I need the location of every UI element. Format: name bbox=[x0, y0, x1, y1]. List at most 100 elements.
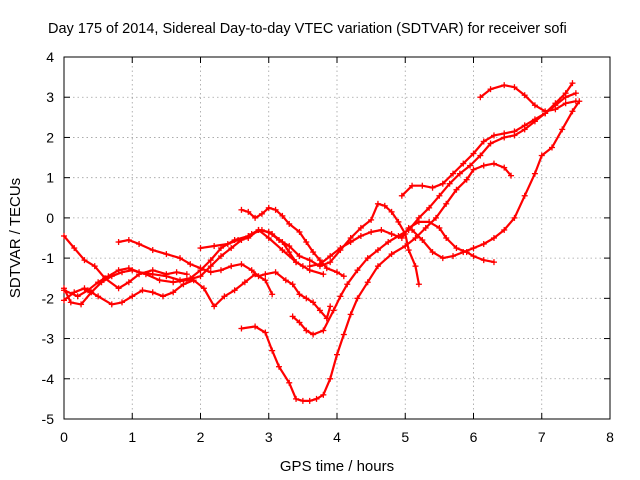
data-point bbox=[443, 200, 450, 207]
data-point bbox=[412, 235, 419, 241]
data-point bbox=[576, 98, 583, 105]
data-point bbox=[388, 230, 395, 237]
x-tick-label: 8 bbox=[606, 429, 614, 445]
data-point bbox=[490, 235, 497, 241]
data-point bbox=[163, 251, 170, 258]
data-point bbox=[258, 210, 265, 217]
data-point bbox=[252, 323, 259, 330]
data-point bbox=[531, 170, 538, 177]
data-point bbox=[183, 271, 190, 278]
data-point bbox=[265, 228, 272, 235]
data-point bbox=[149, 247, 156, 254]
data-point bbox=[572, 90, 579, 97]
data-point bbox=[279, 212, 286, 219]
data-point bbox=[245, 235, 252, 241]
data-point bbox=[245, 208, 252, 215]
data-point bbox=[344, 281, 351, 288]
data-point bbox=[296, 228, 303, 235]
data-point bbox=[460, 249, 467, 256]
data-point bbox=[272, 206, 279, 213]
data-point bbox=[463, 176, 470, 183]
data-point bbox=[71, 245, 78, 252]
y-tick-label: 2 bbox=[46, 129, 54, 145]
data-point bbox=[289, 281, 296, 288]
data-point bbox=[487, 140, 494, 147]
data-point bbox=[450, 170, 457, 177]
data-point bbox=[286, 249, 293, 256]
data-point bbox=[306, 397, 313, 404]
data-point bbox=[306, 263, 313, 270]
data-point bbox=[470, 150, 477, 157]
data-point bbox=[228, 263, 235, 270]
data-point bbox=[521, 192, 528, 199]
data-point bbox=[337, 245, 344, 252]
data-point bbox=[521, 92, 528, 99]
data-point bbox=[409, 182, 416, 189]
data-point bbox=[501, 130, 508, 137]
data-point bbox=[262, 277, 269, 284]
data-point bbox=[368, 216, 375, 223]
series-line bbox=[62, 228, 325, 298]
data-point bbox=[501, 82, 508, 89]
data-point bbox=[279, 247, 286, 254]
data-point bbox=[508, 172, 515, 179]
data-point bbox=[415, 281, 422, 288]
data-point bbox=[303, 295, 310, 302]
data-point bbox=[364, 255, 371, 262]
data-point bbox=[262, 271, 269, 278]
y-axis-label: SDTVAR / TECUs bbox=[7, 178, 24, 298]
data-point bbox=[293, 395, 300, 402]
y-tick-label: -3 bbox=[42, 331, 55, 347]
data-point bbox=[197, 273, 204, 280]
data-point bbox=[470, 245, 477, 252]
data-point bbox=[286, 379, 293, 386]
data-point bbox=[569, 108, 576, 115]
data-point bbox=[327, 253, 334, 260]
data-point bbox=[354, 267, 361, 274]
data-point bbox=[422, 224, 429, 231]
data-point bbox=[262, 329, 269, 336]
data-point bbox=[255, 226, 262, 233]
data-point bbox=[320, 271, 327, 278]
x-tick-label: 1 bbox=[128, 429, 136, 445]
series-sat-12 bbox=[477, 82, 579, 115]
data-point bbox=[340, 273, 347, 280]
data-point bbox=[453, 245, 460, 252]
series-sat-13 bbox=[409, 98, 583, 262]
data-point bbox=[405, 224, 412, 231]
y-tick-label: -2 bbox=[42, 290, 55, 306]
series-sat-7 bbox=[238, 204, 347, 280]
data-point bbox=[429, 184, 436, 191]
data-point bbox=[378, 226, 385, 233]
data-point bbox=[71, 289, 78, 296]
x-tick-label: 0 bbox=[60, 429, 68, 445]
data-point bbox=[480, 138, 487, 145]
data-point bbox=[115, 285, 122, 292]
data-point bbox=[115, 267, 122, 274]
data-point bbox=[248, 267, 255, 274]
data-point bbox=[170, 289, 177, 296]
data-point bbox=[78, 301, 85, 308]
data-point bbox=[296, 291, 303, 298]
data-point bbox=[255, 273, 262, 280]
data-point bbox=[238, 261, 245, 268]
data-point bbox=[323, 265, 330, 272]
data-point bbox=[61, 297, 67, 304]
data-point bbox=[197, 265, 204, 272]
data-point bbox=[187, 261, 194, 268]
data-point bbox=[289, 313, 296, 320]
data-point bbox=[129, 293, 136, 300]
data-point bbox=[310, 299, 317, 306]
data-point bbox=[238, 325, 245, 332]
data-point bbox=[265, 204, 272, 211]
data-point bbox=[299, 397, 306, 404]
data-point bbox=[467, 162, 474, 169]
data-point bbox=[521, 122, 528, 129]
series-sat-5 bbox=[115, 237, 334, 322]
y-tick-label: -1 bbox=[42, 250, 55, 266]
data-point bbox=[450, 253, 457, 260]
data-point bbox=[180, 281, 187, 288]
data-point bbox=[108, 301, 115, 308]
data-point bbox=[142, 271, 149, 278]
x-axis-label: GPS time / hours bbox=[280, 458, 394, 475]
